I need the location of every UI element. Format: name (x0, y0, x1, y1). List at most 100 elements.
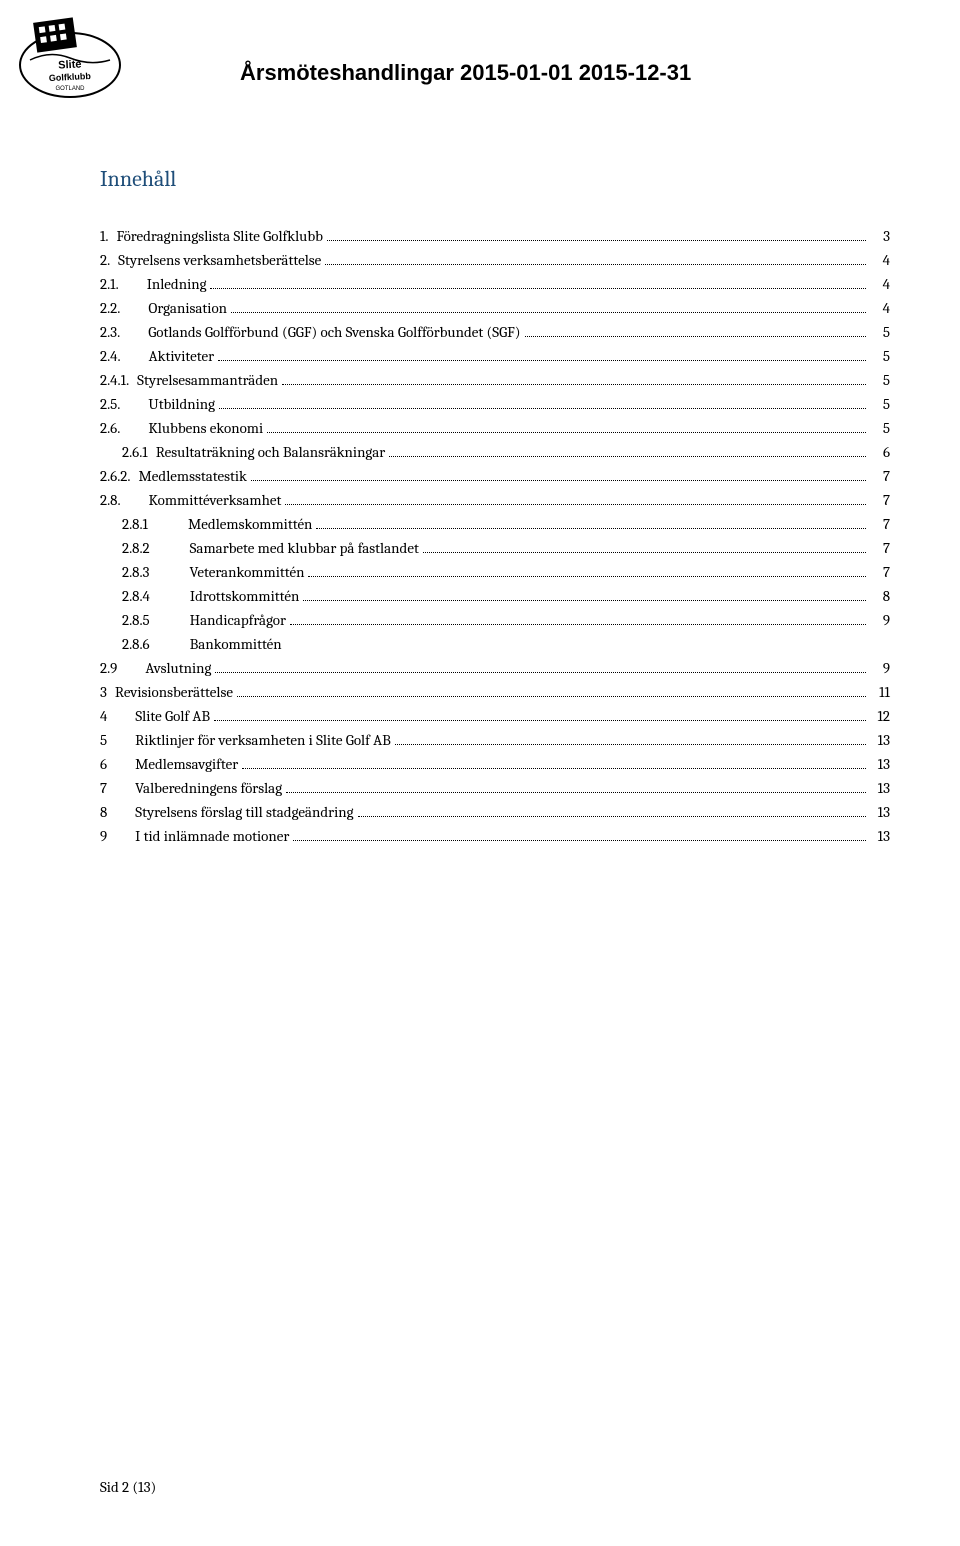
page-header: Slite Golfklubb GOTLAND Årsmöteshandling… (100, 40, 890, 86)
page-number-footer: Sid 2 (13) (100, 1478, 156, 1496)
toc-entry-number: 2. (100, 251, 110, 269)
toc-entry-text: Valberedningens förslag (135, 779, 282, 797)
toc-entry-number: 1. (100, 227, 109, 245)
toc-entry[interactable]: 8 Styrelsens förslag till stadgeändring 13 (100, 803, 890, 821)
logo-svg: Slite Golfklubb GOTLAND (10, 10, 130, 100)
toc-dot-leader (327, 240, 866, 241)
toc-entry-page: 5 (870, 323, 890, 341)
toc-entry-number: 8 (100, 803, 107, 821)
toc-entry-number: 2.8.1 (122, 515, 148, 533)
toc-entry-text: Aktiviteter (149, 347, 214, 365)
toc-dot-leader (251, 480, 866, 481)
toc-entry-page: 7 (870, 491, 890, 509)
toc-dot-leader (267, 432, 866, 433)
toc-entry-page: 4 (870, 251, 890, 269)
toc-entry-number: 7 (100, 779, 107, 797)
toc-entry[interactable]: 2.3.Gotlands Golfförbund (GGF) och Svens… (100, 323, 890, 341)
toc-entry[interactable]: 2.6. Klubbens ekonomi 5 (100, 419, 890, 437)
toc-entry-number: 6 (100, 755, 107, 773)
page-title: Årsmöteshandlingar 2015-01-01 2015-12-31 (240, 40, 691, 86)
toc-entry[interactable]: 2.1.Inledning4 (100, 275, 890, 293)
toc-entry-number: 2.2. (100, 299, 120, 317)
toc-entry-number: 2.6.1 (122, 443, 148, 461)
toc-entry-text: Organisation (148, 299, 227, 317)
toc-entry-text: Kommittéverksamhet (149, 491, 282, 509)
toc-entry[interactable]: 2.8.3Veterankommittén7 (122, 563, 890, 581)
toc-entry-text: Föredragningslista Slite Golfklubb (117, 227, 323, 245)
toc-entry-text: Styrelsens förslag till stadgeändring (135, 803, 353, 821)
toc-entry-page: 5 (870, 395, 890, 413)
toc-entry[interactable]: 6Medlemsavgifter13 (100, 755, 890, 773)
toc-entry[interactable]: 2.8. Kommittéverksamhet 7 (100, 491, 890, 509)
toc-entry[interactable]: 2.4.1.Styrelsesammanträden5 (100, 371, 890, 389)
toc-entry-text: I tid inlämnade motioner (135, 827, 289, 845)
toc-entry[interactable]: 2.8.2Samarbete med klubbar på fastlandet… (122, 539, 890, 557)
toc-entry-page: 5 (870, 419, 890, 437)
toc-dot-leader (293, 840, 866, 841)
toc-entry-number: 2.6. (100, 419, 120, 437)
toc-entry[interactable]: 3Revisionsberättelse11 (100, 683, 890, 701)
toc-entry-text: Riktlinjer för verksamheten i Slite Golf… (135, 731, 391, 749)
toc-dot-leader (231, 312, 866, 313)
toc-entry[interactable]: 2.2.Organisation4 (100, 299, 890, 317)
toc-entry-page: 6 (870, 443, 890, 461)
toc-dot-leader (423, 552, 866, 553)
toc-entry-text: Slite Golf AB (135, 707, 210, 725)
toc-entry-page: 5 (870, 347, 890, 365)
toc-entry-text: Resultaträkning och Balansräkningar (156, 443, 385, 461)
toc-entry[interactable]: 2.8.4 Idrottskommittén 8 (122, 587, 890, 605)
toc-dot-leader (316, 528, 866, 529)
toc-entry-page: 12 (870, 707, 890, 725)
toc-entry[interactable]: 2.8.6 Bankommittén (122, 635, 890, 653)
toc-entry-number: 2.4.1. (100, 371, 129, 389)
toc-entry-text: Revisionsberättelse (115, 683, 233, 701)
toc-entry-number: 2.8.4 (122, 587, 150, 605)
toc-entry-page: 11 (870, 683, 890, 701)
svg-text:GOTLAND: GOTLAND (55, 86, 85, 92)
toc-dot-leader (303, 600, 866, 601)
toc-entry[interactable]: 7 Valberedningens förslag 13 (100, 779, 890, 797)
toc-entry-page: 13 (870, 803, 890, 821)
toc-entry[interactable]: 2.4.Aktiviteter5 (100, 347, 890, 365)
toc-entry-number: 2.5. (100, 395, 120, 413)
toc-entry[interactable]: 1.Föredragningslista Slite Golfklubb3 (100, 227, 890, 245)
toc-entry-number: 4 (100, 707, 107, 725)
toc-entry[interactable]: 2.6.2.Medlemsstatestik7 (100, 467, 890, 485)
toc-entry-page: 13 (870, 779, 890, 797)
toc-entry-page: 9 (870, 611, 890, 629)
toc-entry-text: Klubbens ekonomi (148, 419, 263, 437)
toc-entry[interactable]: 9I tid inlämnade motioner13 (100, 827, 890, 845)
toc-entry-text: Avslutning (145, 659, 211, 677)
toc-entry-number: 2.8.6 (122, 635, 150, 653)
toc-entry-number: 2.8.5 (122, 611, 150, 629)
toc-entry-text: Medlemsstatestik (138, 467, 246, 485)
toc-entry-number: 2.8. (100, 491, 121, 509)
toc-entry-text: Handicapfrågor (190, 611, 286, 629)
toc-entry[interactable]: 2.5. Utbildning 5 (100, 395, 890, 413)
toc-dot-leader (282, 384, 866, 385)
toc-dot-leader (325, 264, 866, 265)
toc-entry-text: Veterankommittén (189, 563, 304, 581)
toc-dot-leader (242, 768, 866, 769)
toc-entry-text: Gotlands Golfförbund (GGF) och Svenska G… (148, 323, 520, 341)
toc-entry[interactable]: 2.6.1 Resultaträkning och Balansräkningar… (122, 443, 890, 461)
toc-entry-number: 2.1. (100, 275, 119, 293)
toc-dot-leader (395, 744, 866, 745)
toc-entry-page: 13 (870, 827, 890, 845)
toc-entry-number: 5 (100, 731, 107, 749)
toc-entry[interactable]: 5 Riktlinjer för verksamheten i Slite Gol… (100, 731, 890, 749)
toc-entry-text: Bankommittén (190, 635, 282, 653)
toc-entry[interactable]: 4 Slite Golf AB 12 (100, 707, 890, 725)
toc-entry-page: 8 (870, 587, 890, 605)
toc-entry-page: 13 (870, 755, 890, 773)
toc-entry-text: Idrottskommittén (190, 587, 299, 605)
toc-dot-leader (215, 672, 866, 673)
toc-entry[interactable]: 2.8.5 Handicapfrågor 9 (122, 611, 890, 629)
toc-entry-page: 7 (870, 539, 890, 557)
toc-entry-text: Utbildning (148, 395, 215, 413)
toc-dot-leader (290, 624, 866, 625)
toc-entry[interactable]: 2.9Avslutning9 (100, 659, 890, 677)
toc-entry[interactable]: 2.Styrelsens verksamhetsberättelse4 (100, 251, 890, 269)
toc-entry[interactable]: 2.8.1Medlemskommittén7 (122, 515, 890, 533)
toc-dot-leader (237, 696, 866, 697)
